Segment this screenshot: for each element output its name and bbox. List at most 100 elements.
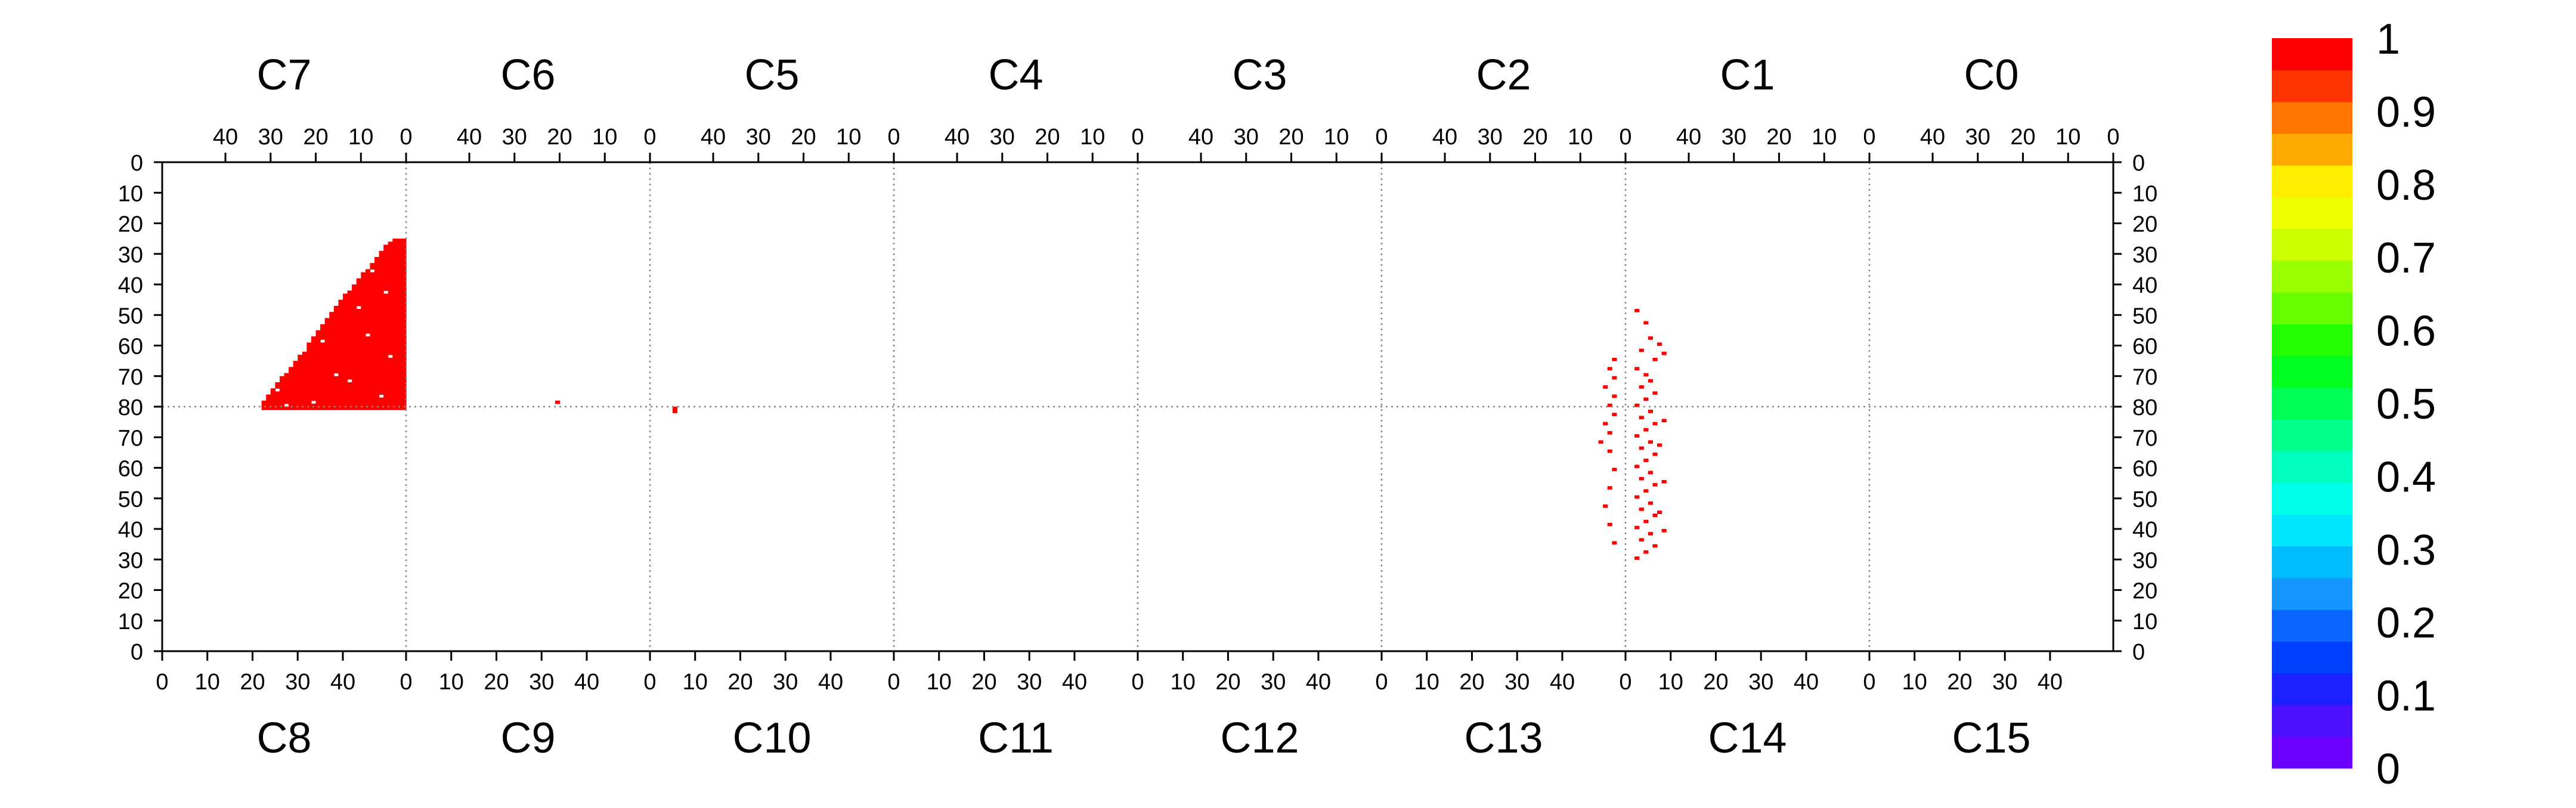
hit-cell-c7 <box>388 281 393 285</box>
hit-cell-c7 <box>329 364 335 367</box>
hit-cell-c7 <box>365 403 370 407</box>
hit-cell-c7 <box>388 407 393 410</box>
right-tick-label: 60 <box>2132 457 2157 482</box>
hit-cell-c7 <box>392 287 398 291</box>
hit-cell-c7 <box>370 290 375 294</box>
hit-cell-c7 <box>374 394 380 398</box>
hit-cell-c7 <box>275 385 280 389</box>
hit-cell-c7 <box>361 376 366 380</box>
hit-cell-c7 <box>374 330 380 334</box>
hit-cell-c7 <box>266 400 271 404</box>
hit-cell-c7 <box>365 275 370 279</box>
hit-cell-c7 <box>279 407 285 410</box>
hit-cell-c7 <box>374 388 380 392</box>
hit-cell-c7 <box>329 312 335 315</box>
top-tick-label: 30 <box>1234 125 1259 150</box>
hit-cell-c7 <box>401 302 407 307</box>
hit-cell-c7 <box>392 284 398 288</box>
right-tick-label: 10 <box>2132 181 2157 206</box>
hit-cell-c7 <box>342 388 348 392</box>
hit-cell-c7 <box>388 315 393 318</box>
hit-cell-c7 <box>379 293 384 298</box>
hit-cell-c7 <box>388 373 393 377</box>
colorbar-segment <box>2272 197 2352 230</box>
hit-cell-c7 <box>379 388 384 392</box>
hit-cell-c7 <box>338 361 343 364</box>
bottom-tick-label: 10 <box>1171 670 1196 695</box>
hit-cell-c14 <box>1657 510 1662 514</box>
top-tick-label: 20 <box>547 125 572 150</box>
hit-cell-c7 <box>352 345 357 349</box>
hit-cell-c14 <box>1612 413 1617 416</box>
hit-cell-c14 <box>1643 459 1649 462</box>
hit-cell-c7 <box>392 358 398 361</box>
hit-cell-c7 <box>338 318 343 322</box>
hit-cell-c7 <box>284 382 289 386</box>
top-tick-label: 10 <box>1812 125 1837 150</box>
hit-cell-c7 <box>361 342 366 346</box>
hit-cell-c7 <box>370 312 375 315</box>
hit-cell-c7 <box>401 373 407 377</box>
top-tick-label: 0 <box>2107 125 2119 150</box>
chip-label-bottom: C10 <box>732 714 811 762</box>
hit-cell-c7 <box>361 327 366 331</box>
hit-cell-c7 <box>320 370 326 374</box>
hit-cell-c7 <box>397 321 402 325</box>
bottom-tick-label: 30 <box>1017 670 1042 695</box>
hit-cell-c7 <box>347 339 352 343</box>
bottom-tick-label: 30 <box>529 670 554 695</box>
hit-cell-c7 <box>347 397 352 401</box>
hit-cell-c7 <box>311 370 317 374</box>
hit-cell-c7 <box>329 370 335 374</box>
hit-cell-c7 <box>388 345 393 349</box>
bottom-tick-label: 40 <box>1306 670 1331 695</box>
hit-cell-c7 <box>370 293 375 298</box>
hit-cell-c7 <box>374 284 380 288</box>
hit-cell-c7 <box>370 351 375 355</box>
hit-cell-c7 <box>397 275 402 279</box>
bottom-tick-label: 0 <box>1375 670 1388 695</box>
hit-cell-c7 <box>342 327 348 331</box>
hit-cell-c7 <box>302 367 307 371</box>
colorbar-segment <box>2272 355 2352 388</box>
hit-cell-c7 <box>379 354 384 358</box>
hit-cell-c7 <box>270 391 275 395</box>
hit-cell-c7 <box>289 379 294 383</box>
hit-cell-c7 <box>352 299 357 304</box>
hit-cell-c14 <box>1648 470 1654 475</box>
hit-cell-c7 <box>324 324 330 328</box>
hit-cell-c7 <box>352 351 357 355</box>
hit-cell-c7 <box>401 293 407 298</box>
hit-cell-c7 <box>401 250 407 255</box>
hit-cell-c7 <box>361 330 366 334</box>
hit-cell-c14 <box>1639 476 1644 481</box>
hit-cell-c7 <box>356 391 361 395</box>
hit-cell-c7 <box>392 272 398 276</box>
hit-cell-c7 <box>401 367 407 371</box>
hit-cell-c7 <box>388 256 393 261</box>
colorbar-segment <box>2272 641 2352 674</box>
bottom-tick-label: 10 <box>683 670 708 695</box>
hit-cell-c14 <box>1634 465 1640 469</box>
hit-cell-c7 <box>392 324 398 328</box>
hit-cell-c7 <box>320 336 326 340</box>
hit-cell-c7 <box>374 379 380 383</box>
hit-cell-c14 <box>1661 480 1667 484</box>
hit-cell-c7 <box>338 312 343 315</box>
hit-cell-c7 <box>383 364 389 367</box>
hit-cell-c7 <box>401 309 407 312</box>
hit-cell-c7 <box>374 312 380 315</box>
label-layer: C7 C6 C5 C4 C3 C2 C1 C0 C8 C9 C10 C11 C12 C13 C14 C15 <box>256 51 2030 762</box>
hit-cell-c7 <box>342 382 348 386</box>
hit-cell-c7 <box>352 370 357 374</box>
hit-cell-c14 <box>1612 358 1617 361</box>
hit-cell-c7 <box>392 370 398 374</box>
hit-cell-c7 <box>388 348 393 352</box>
hit-cell-c7 <box>302 354 307 358</box>
hit-cell-c7 <box>329 388 335 392</box>
hit-cell-c7 <box>361 312 366 315</box>
hit-cell-c7 <box>401 296 407 301</box>
hit-cell-c7 <box>302 400 307 404</box>
hit-cell-c7 <box>356 281 361 285</box>
hit-cell-c7 <box>347 391 352 395</box>
